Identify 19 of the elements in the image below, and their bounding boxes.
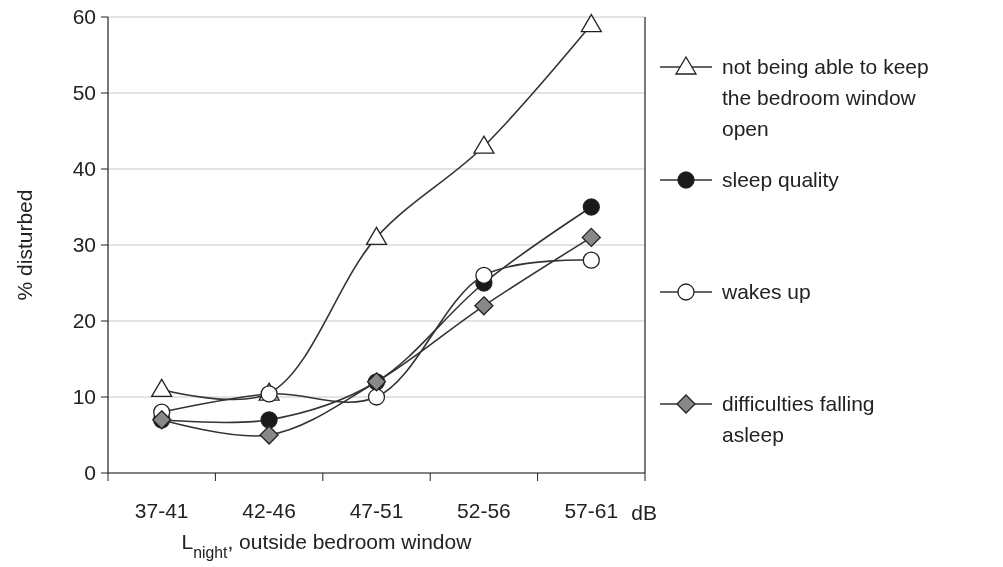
y-tick-label: 40 [72, 157, 96, 181]
x-tick-label: 42-46 [242, 499, 296, 522]
y-axis-title: % disturbed [13, 189, 36, 301]
legend-label: not being able to keep the bedroom window open [722, 55, 929, 141]
x-tick-label: 57-61 [564, 499, 619, 522]
x-tick-label: 52-56 [457, 499, 511, 522]
y-tick-label: 50 [72, 81, 96, 105]
x-tick-label: 47-51 [349, 499, 404, 522]
x-axis-title: L$_{night}$, outside bedroom window [181, 530, 473, 561]
legend-label: sleep quality [722, 168, 840, 192]
legend-label: wakes up [721, 280, 811, 304]
y-tick-label: 0 [84, 461, 96, 485]
y-tick-label: 10 [72, 385, 96, 409]
legend-label: difficulties falling asleep [722, 392, 875, 447]
y-tick-label: 60 [72, 5, 96, 29]
y-tick-label: 20 [72, 309, 96, 333]
x-tick-label: 37-41 [134, 499, 189, 522]
text: dB [631, 501, 657, 524]
y-tick-label: 30 [72, 233, 96, 257]
